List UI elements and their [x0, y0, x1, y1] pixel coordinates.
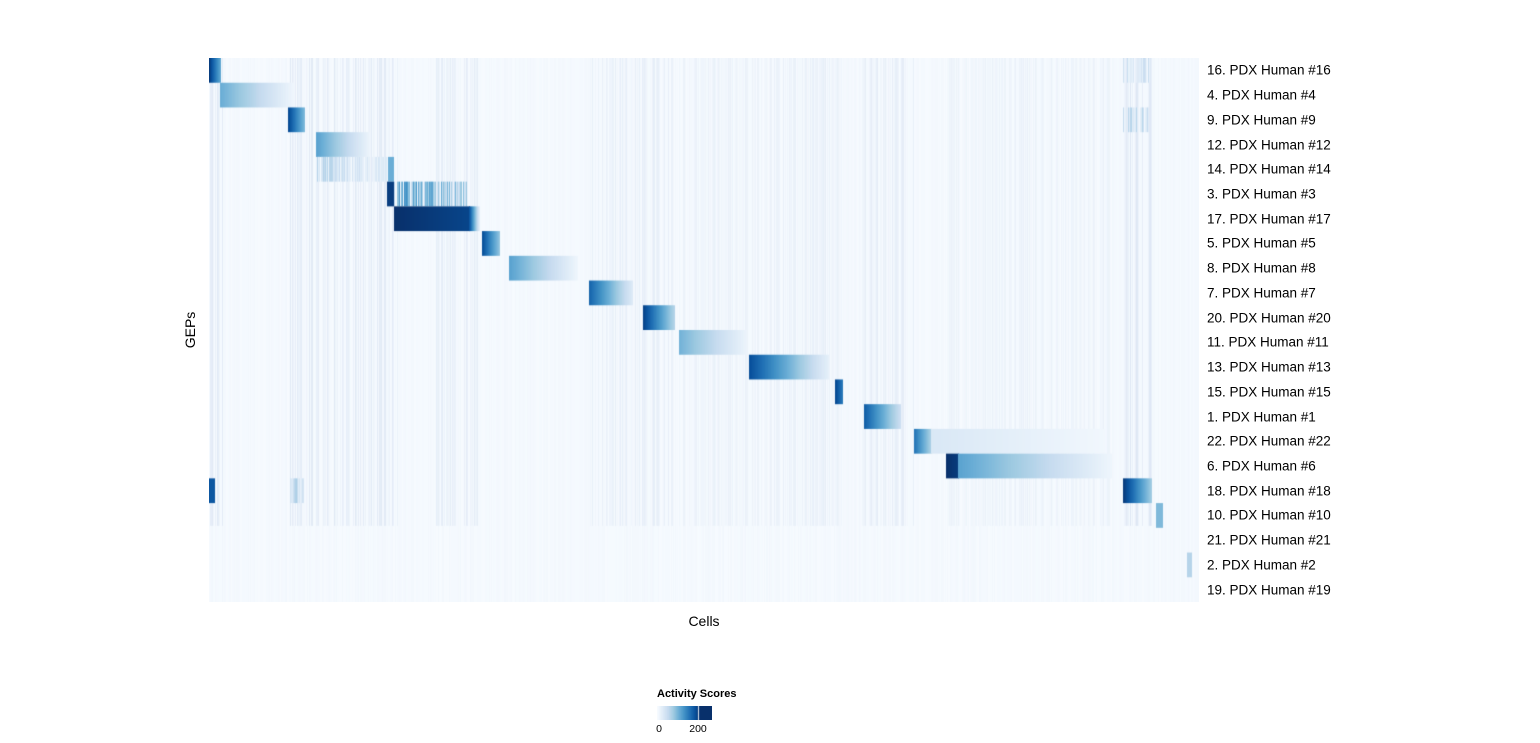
row-label: 18. PDX Human #18: [1207, 482, 1331, 498]
row-label: 15. PDX Human #15: [1207, 384, 1331, 400]
row-label: 19. PDX Human #19: [1207, 581, 1331, 597]
row-label: 7. PDX Human #7: [1207, 285, 1316, 301]
row-label: 21. PDX Human #21: [1207, 532, 1331, 548]
row-label: 2. PDX Human #2: [1207, 557, 1316, 573]
row-labels-container: 16. PDX Human #16 4. PDX Human #4 9. PDX H…: [1207, 58, 1407, 602]
row-label: 5. PDX Human #5: [1207, 235, 1316, 251]
row-label: 11. PDX Human #11: [1207, 334, 1329, 350]
row-label: 8. PDX Human #8: [1207, 260, 1316, 276]
row-label: 6. PDX Human #6: [1207, 458, 1316, 474]
heatmap-canvas: [209, 58, 1199, 602]
row-label: 1. PDX Human #1: [1207, 408, 1316, 424]
legend: Activity Scores 0 200: [656, 688, 797, 735]
row-label: 17. PDX Human #17: [1207, 210, 1331, 226]
row-label: 13. PDX Human #13: [1207, 359, 1331, 375]
row-label: 16. PDX Human #16: [1207, 62, 1331, 78]
row-label: 20. PDX Human #20: [1207, 309, 1331, 325]
legend-title: Activity Scores: [657, 688, 737, 700]
row-label: 12. PDX Human #12: [1207, 136, 1331, 152]
row-label: 4. PDX Human #4: [1207, 87, 1316, 103]
legend-tick-max: 200: [689, 723, 707, 735]
legend-ticks: 0 200: [656, 723, 797, 735]
row-label: 14. PDX Human #14: [1207, 161, 1331, 177]
legend-gradient-bar: [657, 706, 712, 720]
row-label: 3. PDX Human #3: [1207, 186, 1316, 202]
legend-tick-min: 0: [656, 723, 662, 735]
row-label: 9. PDX Human #9: [1207, 112, 1316, 128]
y-axis-label: GEPs: [182, 311, 198, 349]
row-label: 22. PDX Human #22: [1207, 433, 1331, 449]
row-label: 10. PDX Human #10: [1207, 507, 1331, 523]
x-axis-label: Cells: [688, 613, 720, 629]
